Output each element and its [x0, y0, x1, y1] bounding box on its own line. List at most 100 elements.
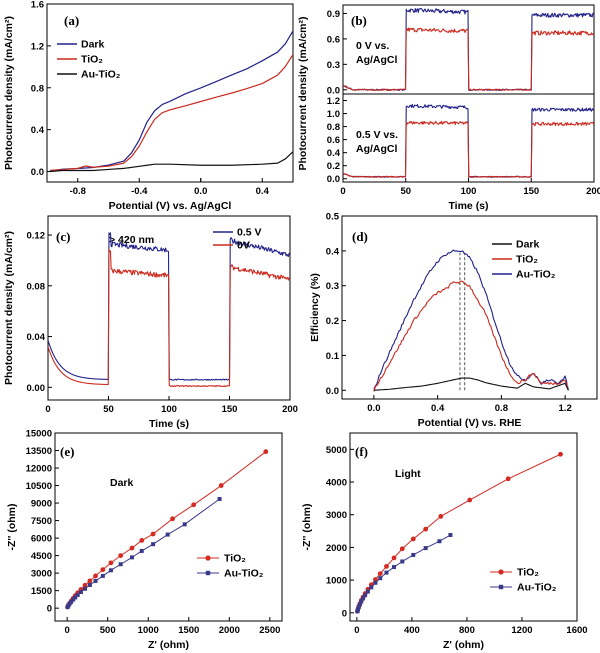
- data-point: [118, 553, 124, 559]
- x-tick-label: 0: [354, 625, 359, 636]
- x-tick-label: 800: [459, 625, 475, 636]
- data-point: [151, 542, 156, 547]
- plot-frame: [54, 432, 283, 622]
- data-point: [357, 602, 362, 607]
- legend-entry: TiO₂: [517, 567, 539, 579]
- y-tick-label: 2000: [326, 543, 347, 554]
- y-tick-label: 10500: [26, 481, 52, 492]
- y-tick-label: 0.2: [326, 316, 339, 327]
- line-tio-: [373, 280, 569, 392]
- panel-label: (f): [355, 444, 368, 459]
- legend-marker: [498, 584, 504, 590]
- data-point: [71, 597, 76, 602]
- data-point: [170, 516, 175, 522]
- data-point: [369, 585, 374, 590]
- data-point: [356, 604, 361, 609]
- data-point: [373, 577, 378, 582]
- data-point: [410, 536, 416, 542]
- data-point: [384, 563, 389, 569]
- data-point: [69, 599, 74, 604]
- panel-a: -0.8 -0.4 0.0 0.4 0.0 0.4 0.8 1.2 1.6 Potential (…: [3, 0, 294, 212]
- x-axis-label: Time (s): [448, 200, 488, 212]
- data-point: [373, 580, 378, 585]
- data-point: [191, 502, 197, 508]
- x-tick-label: 0.8: [495, 403, 508, 414]
- data-point: [399, 546, 405, 552]
- y-tick-label: 0.6: [327, 34, 340, 45]
- legend-marker: [205, 555, 211, 561]
- y-tick-label: 15000: [26, 429, 52, 440]
- y-tick-label: 0.0: [327, 85, 340, 96]
- x-axis-label: Time (s): [149, 418, 189, 430]
- line-au-tio-: [67, 498, 220, 608]
- data-point: [218, 483, 224, 488]
- x-tick-label: 1.2: [559, 403, 572, 414]
- y-axis-label: -Z'' (ohm): [301, 504, 313, 551]
- y-tick-label: 5000: [326, 445, 347, 456]
- panel-f: 0 400 800 1200 1600 0 1000 2000 3000 4000 5000 Z' (…: [301, 432, 588, 651]
- y-tick-label: 6000: [31, 534, 52, 545]
- data-point: [423, 546, 428, 551]
- y-tick-label: 0.0: [326, 386, 339, 397]
- data-point: [93, 573, 98, 579]
- x-tick-label: -0.8: [70, 186, 86, 197]
- data-point: [93, 578, 98, 583]
- data-point: [359, 599, 364, 604]
- x-tick-label: 100: [161, 404, 177, 415]
- y-tick-label: 3000: [326, 510, 347, 521]
- x-tick-label: 1600: [566, 625, 587, 636]
- y-tick-label: 0.0: [327, 174, 340, 185]
- data-point: [118, 562, 123, 567]
- data-point: [150, 531, 156, 537]
- x-tick-label: 1500: [178, 625, 199, 636]
- y-tick-label: 1.6: [31, 0, 44, 11]
- data-point: [82, 586, 87, 591]
- y-tick-label: 13500: [26, 446, 52, 457]
- x-tick-label: 0.4: [431, 403, 445, 414]
- panel-label: (d): [352, 229, 368, 244]
- data-point: [384, 570, 389, 575]
- x-tick-label: 1200: [511, 625, 532, 636]
- data-point: [165, 532, 170, 537]
- data-point: [87, 583, 92, 588]
- line-series-1: [343, 120, 594, 178]
- x-tick-label: 0.0: [367, 403, 380, 414]
- line-tio-: [67, 451, 267, 608]
- annotation: Ag/AgCl: [356, 54, 397, 66]
- y-tick-label: 0: [342, 608, 347, 619]
- y-tick-label: 0.3: [326, 281, 339, 292]
- legend-entry: TiO₂: [516, 254, 538, 266]
- data-point: [139, 538, 145, 543]
- y-tick-label: 0.00: [27, 383, 46, 394]
- y-axis-label: Photocurrent density (mA/cm²): [3, 231, 15, 385]
- x-tick-label: 0.4: [256, 186, 270, 197]
- data-point: [87, 578, 93, 584]
- data-point: [361, 596, 366, 601]
- x-axis-label: Potential (V) vs. Ag/AgCl: [109, 200, 232, 212]
- data-point: [391, 555, 397, 561]
- y-tick-label: 1500: [31, 586, 52, 597]
- y-tick-label: 4500: [31, 551, 52, 562]
- line-au-tio-: [356, 534, 451, 612]
- legend-entry: TiO₂: [224, 553, 246, 565]
- data-point: [392, 565, 397, 570]
- y-axis-label: Photocurrent density (mA/cm²): [3, 16, 15, 170]
- annotation: Dark: [110, 477, 134, 489]
- line-dark: [50, 151, 293, 173]
- legend-entry: Dark: [81, 39, 105, 51]
- data-point: [505, 476, 511, 482]
- line-au-tio-: [50, 30, 293, 172]
- data-point: [108, 560, 114, 566]
- legend-entry: 0V: [237, 240, 250, 252]
- data-point: [130, 555, 135, 560]
- y-tick-label: 0.4: [326, 246, 340, 257]
- x-tick-label: 150: [222, 404, 238, 415]
- y-tick-label: 0.1: [326, 351, 340, 362]
- y-tick-label: 0.4: [327, 148, 341, 159]
- y-tick-label: 0: [47, 604, 52, 615]
- annotation: 0 V vs.: [356, 40, 389, 52]
- data-point: [75, 592, 80, 597]
- y-tick-label: 3000: [31, 569, 52, 580]
- line-series-1: [343, 27, 594, 91]
